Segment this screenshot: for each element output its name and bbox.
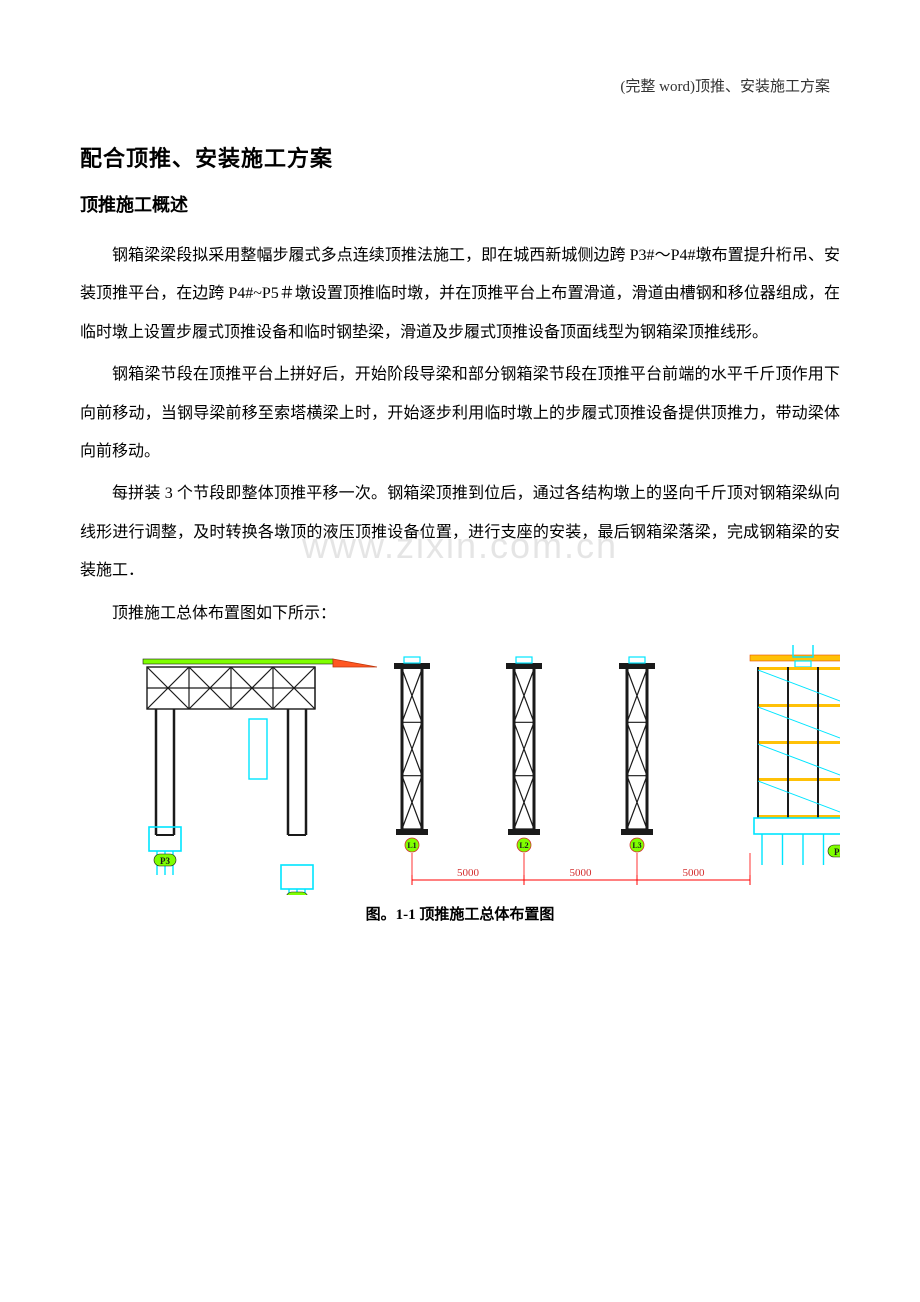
diagram-caption: 图。1-1 顶推施工总体布置图 — [80, 903, 840, 924]
section-subtitle: 顶推施工概述 — [80, 191, 840, 217]
svg-text:L1: L1 — [407, 841, 416, 850]
layout-diagram: P3 P4 L1 L2 L3 P5 5000 5000 5000 — [80, 645, 840, 895]
svg-text:5000: 5000 — [570, 867, 593, 879]
svg-text:5000: 5000 — [457, 867, 480, 879]
svg-text:L3: L3 — [632, 841, 641, 850]
paragraph-3: 每拼装 3 个节段即整体顶推平移一次。钢箱梁顶推到位后，通过各结构墩上的竖向千斤… — [80, 475, 840, 590]
svg-text:L2: L2 — [519, 841, 528, 850]
svg-text:P4: P4 — [292, 894, 302, 895]
paragraph-2: 钢箱梁节段在顶推平台上拼好后，开始阶段导梁和部分钢箱梁节段在顶推平台前端的水平千… — [80, 356, 840, 471]
svg-text:5000: 5000 — [683, 867, 706, 879]
svg-text:P5: P5 — [834, 847, 840, 857]
page-title: 配合顶推、安装施工方案 — [80, 141, 840, 173]
paragraph-1: 钢箱梁梁段拟采用整幅步履式多点连续顶推法施工，即在城西新城侧边跨 P3#～P4#… — [80, 237, 840, 352]
header-note: (完整 word)顶推、安装施工方案 — [80, 75, 840, 96]
svg-text:P3: P3 — [160, 856, 170, 866]
paragraph-4: 顶推施工总体布置图如下所示： — [80, 595, 840, 633]
